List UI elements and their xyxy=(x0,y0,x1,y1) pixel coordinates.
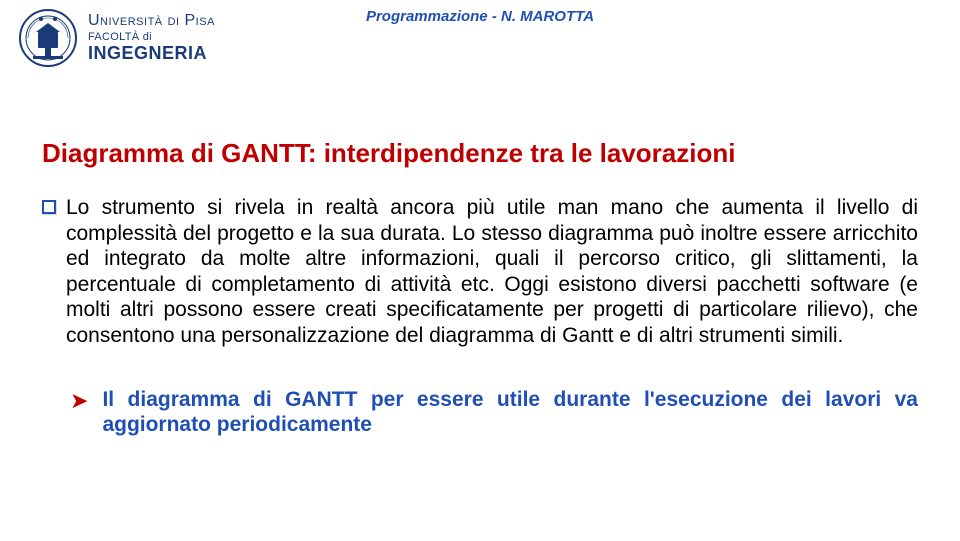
body-paragraph: Lo strumento si rivela in realtà ancora … xyxy=(66,195,918,349)
slide-content: Diagramma di GANTT: interdipendenze tra … xyxy=(0,68,960,438)
faculty-label: FACOLTÀ di xyxy=(88,32,215,44)
arrow-bullet-icon: ➤ xyxy=(42,389,88,413)
square-bullet-icon xyxy=(42,200,56,214)
department-name: INGEGNERIA xyxy=(88,44,215,63)
slide-title: Diagramma di GANTT: interdipendenze tra … xyxy=(42,138,918,169)
paragraph-block: Lo strumento si rivela in realtà ancora … xyxy=(42,195,918,349)
note-block: ➤ Il diagramma di GANTT per essere utile… xyxy=(42,387,918,438)
note-paragraph: Il diagramma di GANTT per essere utile d… xyxy=(102,387,918,438)
course-label: Programmazione - N. MAROTTA xyxy=(0,8,960,25)
